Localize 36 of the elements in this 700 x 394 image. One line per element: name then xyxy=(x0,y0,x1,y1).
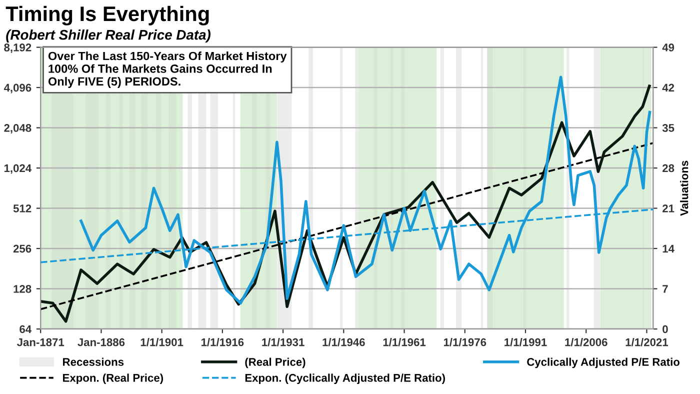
y2-tick-label: 28 xyxy=(662,164,674,172)
x-tick-label: 1/1/1976 xyxy=(444,338,486,346)
chart-title: Timing Is Everything xyxy=(6,6,209,26)
legend-label: (Real Price) xyxy=(245,358,306,368)
x-tick-label: 1/1/1931 xyxy=(262,338,304,346)
x-tick-label: Jan-1871 xyxy=(16,338,64,346)
y2-tick-label: 49 xyxy=(662,44,674,52)
legend-label: Cyclically Adjusted P/E Ratio xyxy=(527,358,680,368)
y2-axis-title: Valuations xyxy=(680,160,688,216)
y-tick-label: 2,048 xyxy=(4,124,32,134)
chart-subtitle: (Robert Shiller Real Price Data) xyxy=(6,30,210,42)
y-tick-label: 8,192 xyxy=(4,44,32,54)
y2-tick-label: 7 xyxy=(662,285,668,293)
x-tick-label: 1/1/1961 xyxy=(383,338,426,346)
y2-tick-label: 35 xyxy=(662,124,674,132)
legend-label: Expon. (Cyclically Adjusted P/E Ratio) xyxy=(245,374,445,384)
y2-tick-label: 14 xyxy=(662,244,674,253)
x-tick-label: 1/1/1901 xyxy=(140,338,184,346)
y2-tick-label: 42 xyxy=(662,84,674,92)
y-tick-label: 4,096 xyxy=(4,84,32,94)
x-tick-label: 1/1/1916 xyxy=(202,338,244,346)
x-tick-label: 1/1/1991 xyxy=(504,338,547,346)
annotation: Over The Last 150-Years Of Market History 100% Of The Markets Gains Occurred In Only FIVE (5) PERIODS. xyxy=(48,52,287,88)
x-tick-label: Jan-1886 xyxy=(78,338,125,346)
y2-tick-label: 21 xyxy=(662,204,674,212)
y-tick-label: 128 xyxy=(14,285,32,293)
x-tick-label: 1/1/1946 xyxy=(322,338,365,346)
x-tick-label: 1/1/2006 xyxy=(565,338,608,346)
legend-label: Recessions xyxy=(63,358,124,366)
y-tick-label: 512 xyxy=(13,204,32,212)
y2-tick-label: 0 xyxy=(662,325,668,334)
legend-label: Expon. (Real Price) xyxy=(63,374,163,384)
x-tick-label: 1/1/2021 xyxy=(626,338,668,346)
y-tick-label: 64 xyxy=(20,325,32,334)
y-tick-label: 1,024 xyxy=(4,164,32,174)
y-tick-label: 256 xyxy=(13,244,32,253)
